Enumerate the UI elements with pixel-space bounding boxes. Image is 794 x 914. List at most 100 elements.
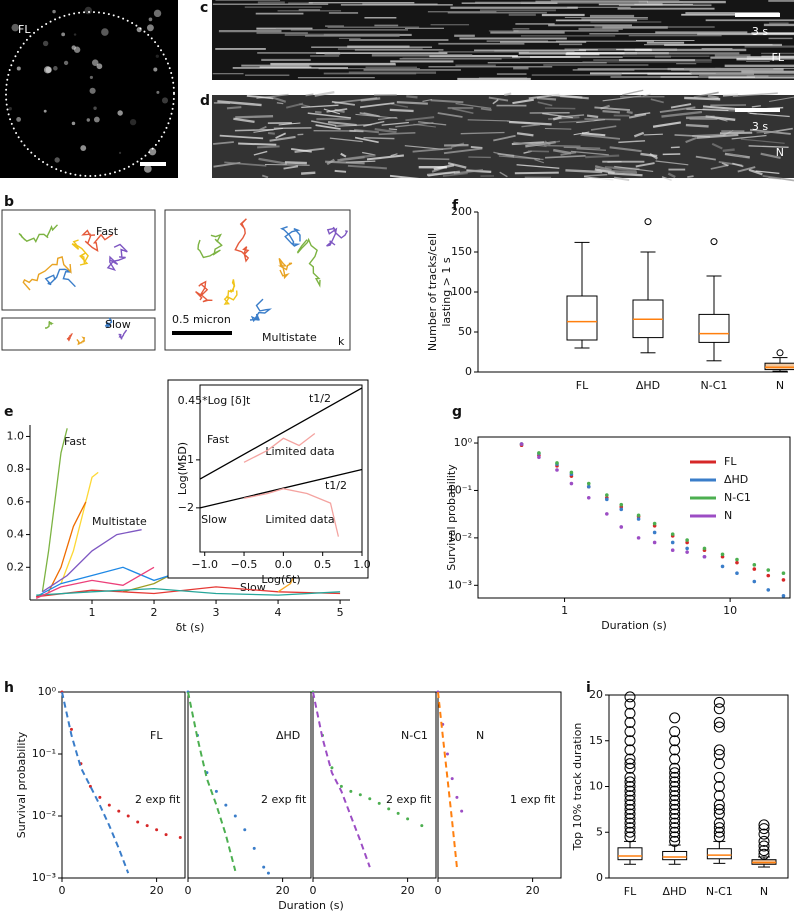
streak bbox=[686, 108, 729, 111]
streak bbox=[618, 140, 646, 144]
panel-label: i bbox=[586, 680, 591, 696]
streak bbox=[584, 118, 621, 121]
trajectory bbox=[81, 229, 113, 252]
point bbox=[752, 567, 757, 571]
trajectory bbox=[22, 255, 72, 291]
x-tick-label: 20 bbox=[526, 884, 540, 897]
streak bbox=[286, 102, 304, 109]
point bbox=[636, 517, 641, 521]
x-tick-label: −0.5 bbox=[231, 558, 258, 571]
annotation: t1/2 bbox=[309, 392, 331, 405]
trajectory-label: Multistate bbox=[262, 331, 317, 344]
streak bbox=[354, 136, 379, 144]
x-tick-label: ΔHD bbox=[663, 885, 687, 898]
trajectory bbox=[195, 280, 213, 303]
streak bbox=[275, 132, 287, 139]
point bbox=[670, 532, 675, 536]
point bbox=[605, 512, 609, 516]
streak bbox=[307, 112, 352, 119]
streak bbox=[751, 105, 761, 108]
flier bbox=[713, 817, 725, 829]
point bbox=[519, 442, 524, 446]
streak bbox=[580, 133, 621, 140]
streak bbox=[740, 138, 785, 144]
x-tick-label: 10 bbox=[723, 604, 737, 617]
x-tick-label: N bbox=[760, 885, 768, 898]
streak bbox=[347, 164, 387, 170]
spot bbox=[73, 33, 77, 36]
point bbox=[252, 846, 256, 850]
flier bbox=[624, 781, 636, 792]
flier bbox=[713, 771, 725, 783]
streak bbox=[557, 114, 585, 118]
x-tick-label: 1.0 bbox=[353, 558, 371, 571]
streak bbox=[590, 125, 617, 131]
streak bbox=[359, 102, 395, 109]
streak bbox=[508, 120, 552, 126]
streak bbox=[349, 129, 364, 133]
x-tick-label: 0 bbox=[59, 884, 66, 897]
x-tick-label: ΔHD bbox=[636, 379, 660, 392]
trajectory bbox=[326, 226, 349, 247]
streak bbox=[652, 121, 682, 128]
streak bbox=[594, 106, 631, 111]
point bbox=[262, 865, 266, 869]
spot bbox=[63, 60, 69, 66]
streak bbox=[661, 176, 672, 182]
flier bbox=[624, 758, 636, 770]
streak bbox=[563, 146, 601, 149]
annotation: 2 exp fit bbox=[261, 793, 307, 806]
line bbox=[199, 468, 363, 509]
x-axis-label: δt (s) bbox=[176, 621, 205, 634]
annotation: Slow bbox=[201, 513, 227, 526]
point bbox=[406, 817, 410, 821]
spot bbox=[16, 66, 21, 71]
streak bbox=[731, 134, 767, 140]
trajectory-label: Fast bbox=[96, 225, 119, 238]
y-tick-label: 10⁰ bbox=[454, 436, 473, 449]
streak bbox=[560, 151, 577, 156]
annotation: 1 exp fit bbox=[510, 793, 556, 806]
streak bbox=[363, 136, 395, 140]
streak bbox=[301, 104, 339, 109]
point bbox=[396, 811, 400, 815]
streak bbox=[565, 169, 603, 174]
y-tick-label: 0.2 bbox=[7, 560, 25, 573]
flier bbox=[713, 826, 725, 838]
flier bbox=[713, 781, 725, 792]
streak bbox=[238, 142, 277, 146]
spot bbox=[148, 147, 157, 156]
flier bbox=[713, 808, 725, 820]
streak bbox=[722, 148, 735, 153]
spot bbox=[153, 9, 162, 18]
streak bbox=[573, 131, 590, 136]
trajectory-label: k bbox=[338, 335, 345, 348]
trajectory bbox=[279, 226, 301, 247]
streak bbox=[265, 164, 310, 166]
streak bbox=[315, 124, 341, 130]
streak bbox=[390, 153, 398, 157]
spot bbox=[161, 97, 169, 104]
x-tick-label: 0 bbox=[435, 884, 442, 897]
y-axis-label: Top 10% track duration bbox=[571, 723, 584, 852]
streak bbox=[521, 123, 541, 128]
x-axis-label: Duration (s) bbox=[278, 899, 344, 912]
streak bbox=[499, 171, 508, 178]
x-tick-label: 0.0 bbox=[275, 558, 293, 571]
flier bbox=[624, 803, 636, 815]
streak bbox=[760, 152, 781, 160]
point bbox=[358, 793, 362, 797]
spot bbox=[71, 121, 76, 126]
streak bbox=[552, 116, 562, 121]
point bbox=[652, 540, 657, 545]
spot bbox=[93, 106, 97, 110]
y-axis-label: Survival probability bbox=[445, 464, 458, 571]
flier bbox=[669, 835, 681, 847]
y-tick-label: 10⁻³ bbox=[448, 578, 472, 591]
y-tick-label: 10 bbox=[589, 780, 603, 793]
flier bbox=[624, 744, 636, 756]
flier bbox=[758, 848, 770, 860]
flier bbox=[758, 823, 770, 835]
flier bbox=[713, 799, 725, 811]
flier bbox=[776, 349, 784, 357]
